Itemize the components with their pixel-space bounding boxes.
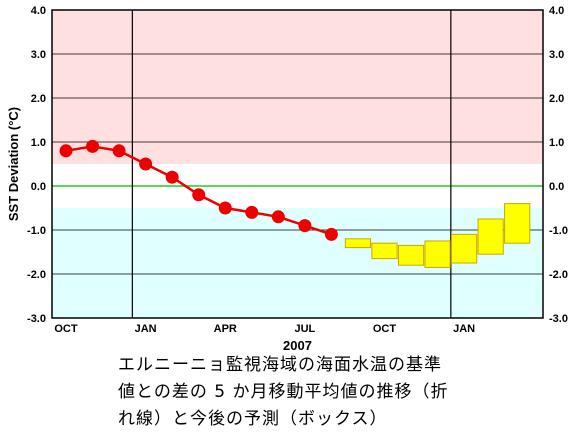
data-point-6 <box>218 201 232 215</box>
x-tick-0: OCT <box>54 323 78 335</box>
y-tick-left-1: 3.0 <box>31 49 46 61</box>
y-tick-left-0: 4.0 <box>31 5 46 17</box>
forecast-box-6 <box>504 203 531 244</box>
data-point-2 <box>112 144 126 158</box>
x-tick-1: JAN <box>135 323 157 335</box>
forecast-box-0 <box>344 238 372 249</box>
y-tick-right-7: -3.0 <box>549 313 568 325</box>
background-bands <box>52 10 543 318</box>
y-tick-right-6: -2.0 <box>549 269 568 281</box>
forecast-box-4 <box>451 233 478 264</box>
sst-deviation-chart: 4.0 3.0 2.0 1.0 0.0 -1.0 -2.0 -3.0 4.0 3.0 2.0 1.0… <box>6 5 568 352</box>
data-point-7 <box>245 205 259 219</box>
y-tick-right-0: 4.0 <box>549 5 564 17</box>
y-tick-left-3: 1.0 <box>31 137 46 149</box>
forecast-box-5 <box>477 218 504 255</box>
y-tick-right-3: 1.0 <box>549 137 564 149</box>
x-axis-month-labels: OCT JAN APR JUL OCT JAN <box>54 323 475 335</box>
caption-line-1: エルニーニョ監視海域の海面水温の基準 <box>118 355 442 375</box>
plot-frame <box>51 9 544 319</box>
y-axis-left-labels: 4.0 3.0 2.0 1.0 0.0 -1.0 -2.0 -3.0 <box>27 5 46 325</box>
data-point-4 <box>165 170 179 184</box>
data-point-10 <box>324 227 338 241</box>
y-axis-right-labels: 4.0 3.0 2.0 1.0 0.0 -1.0 -2.0 -3.0 <box>549 5 568 325</box>
data-point-9 <box>298 219 312 233</box>
forecast-box-1 <box>371 242 398 260</box>
x-tick-2: APR <box>214 323 237 335</box>
y-tick-left-7: -3.0 <box>27 313 46 325</box>
y-tick-right-1: 3.0 <box>549 49 564 61</box>
forecast-box-3 <box>424 240 451 268</box>
data-point-8 <box>271 210 285 224</box>
warm-band <box>52 10 543 164</box>
x-tick-4: OCT <box>373 323 397 335</box>
caption-line-3: れ線）と今後の予測（ボックス） <box>118 409 388 429</box>
y-tick-left-6: -2.0 <box>27 269 46 281</box>
x-tick-3: JUL <box>294 323 315 335</box>
y-tick-right-5: -1.0 <box>549 225 568 237</box>
y-tick-right-4: 0.0 <box>549 181 564 193</box>
data-point-1 <box>86 139 100 153</box>
y-tick-left-2: 2.0 <box>31 93 46 105</box>
forecast-boxes <box>344 203 531 268</box>
y-axis-title: SST Deviation (°C) <box>6 107 21 221</box>
forecast-box-2 <box>397 244 425 266</box>
caption-line-2: 値との差の 5 か月移動平均値の推移（折 <box>118 382 449 402</box>
y-tick-left-5: -1.0 <box>27 225 46 237</box>
x-axis-title: 2007 <box>283 338 312 352</box>
y-tick-right-2: 2.0 <box>549 93 564 105</box>
observed-line-series <box>59 139 338 241</box>
chart-caption: エルニーニョ監視海域の海面水温の基準 値との差の 5 か月移動平均値の推移（折 … <box>118 352 538 433</box>
data-point-5 <box>192 188 206 202</box>
y-tick-left-4: 0.0 <box>31 181 46 193</box>
data-point-3 <box>139 157 153 171</box>
data-point-0 <box>59 144 73 158</box>
x-tick-5: JAN <box>453 323 475 335</box>
grid-lines <box>52 10 543 318</box>
